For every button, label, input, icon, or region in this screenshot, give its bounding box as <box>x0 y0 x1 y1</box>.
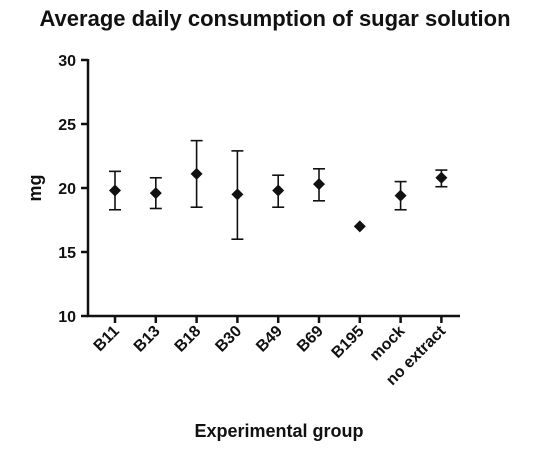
x-tick-label: B13 <box>131 323 164 356</box>
y-tick-label: 30 <box>58 53 76 70</box>
data-point <box>109 184 121 197</box>
y-tick-label: 15 <box>58 245 76 262</box>
x-tick-label: B18 <box>172 323 205 356</box>
x-tick-label: B49 <box>253 323 286 356</box>
data-point <box>353 220 366 233</box>
data-point <box>394 189 407 202</box>
data-point <box>272 184 285 197</box>
y-tick-label: 20 <box>58 181 76 198</box>
data-marks <box>109 139 448 240</box>
data-point <box>190 167 203 180</box>
x-tick-label: B69 <box>294 323 327 356</box>
x-tick-label: B30 <box>212 323 245 356</box>
data-point <box>313 178 325 191</box>
x-axis-label: Experimental group <box>194 421 363 441</box>
y-axis: 10 15 20 25 30 <box>58 53 90 326</box>
y-tick-label: 25 <box>58 117 76 134</box>
x-tick-label: B195 <box>329 323 368 362</box>
data-point <box>435 171 448 184</box>
data-point <box>149 187 162 200</box>
y-axis-label: mg <box>25 175 45 202</box>
data-point <box>231 188 244 201</box>
y-tick-label: 10 <box>58 309 76 326</box>
chart-title: Average daily consumption of sugar solut… <box>39 6 510 31</box>
x-tick-label: B11 <box>91 323 123 355</box>
